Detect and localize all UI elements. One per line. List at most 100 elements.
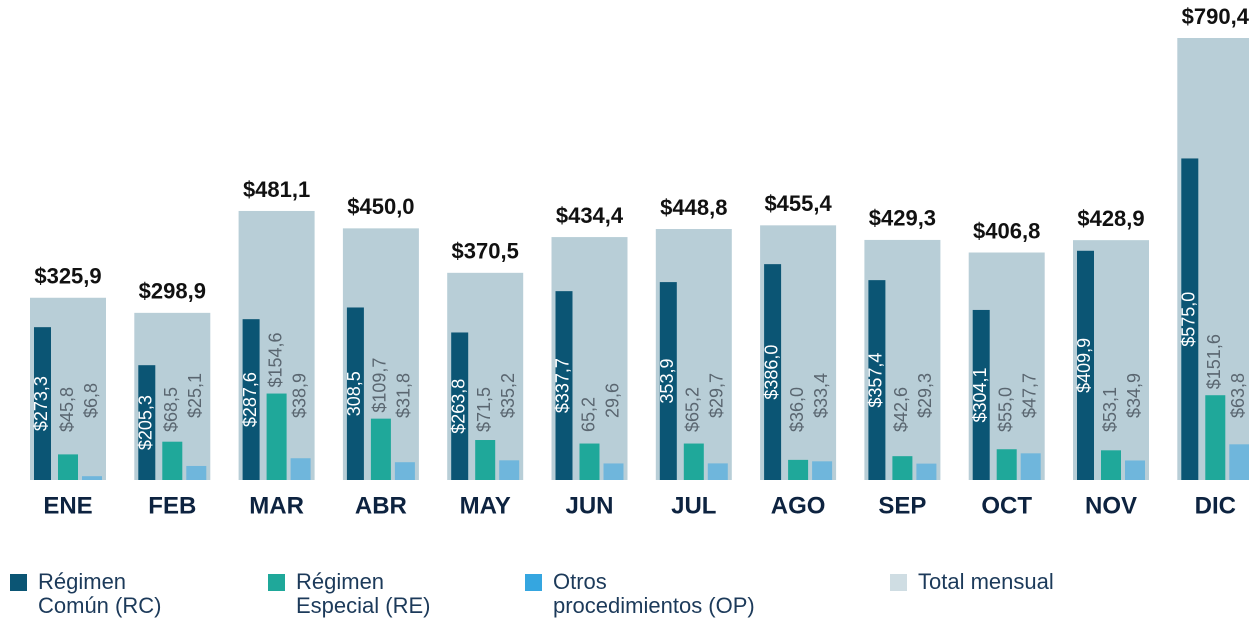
bar [1229, 444, 1249, 480]
legend-label: Régimen Especial (RE) [296, 569, 430, 618]
value-label: $6,8 [81, 383, 101, 418]
total-label: $455,4 [764, 191, 832, 216]
bar [162, 441, 183, 480]
value-label: $45,8 [57, 387, 77, 432]
value-label: 29,6 [602, 383, 622, 418]
value-label: $29,7 [707, 373, 727, 418]
value-label: $409,9 [1074, 338, 1094, 393]
bar [996, 449, 1017, 480]
x-tick-label: SEP [878, 492, 926, 519]
value-label: $273,3 [31, 376, 51, 431]
total-label: $370,5 [452, 239, 519, 264]
legend-swatch [890, 574, 907, 591]
value-label: 308,5 [344, 371, 364, 416]
value-label: $65,2 [683, 387, 703, 432]
bar [1077, 250, 1094, 480]
bar [475, 440, 496, 480]
bar [394, 462, 415, 480]
bar [972, 309, 990, 480]
x-tick-label: ABR [355, 492, 407, 519]
value-label: $287,6 [240, 372, 260, 427]
bar [916, 463, 937, 480]
bar [242, 319, 260, 480]
value-label: $29,3 [915, 373, 935, 418]
bar [1205, 395, 1226, 480]
bar [579, 443, 600, 480]
legend-label: Total mensual [918, 569, 1054, 594]
value-label: $42,6 [891, 387, 911, 432]
x-tick-label: NOV [1085, 492, 1137, 519]
value-label: $31,8 [394, 373, 414, 418]
value-label: $34,9 [1124, 373, 1144, 418]
legend-label: Régimen Común (RC) [38, 569, 161, 618]
total-label: $325,9 [34, 264, 101, 289]
value-label: $386,0 [761, 345, 781, 400]
x-tick-label: MAR [249, 492, 304, 519]
bar [346, 307, 364, 480]
bar [1020, 453, 1041, 480]
bar [1181, 158, 1199, 480]
value-label: $71,5 [474, 387, 494, 432]
bar [892, 456, 913, 480]
value-label: $109,7 [370, 358, 390, 413]
value-label: $337,7 [553, 358, 573, 413]
x-tick-label: DIC [1195, 492, 1236, 519]
value-label: $47,7 [1019, 373, 1039, 418]
bar [34, 327, 51, 480]
value-label: $55,0 [995, 387, 1015, 432]
total-label: $429,3 [869, 206, 936, 231]
total-label: $434,4 [556, 203, 624, 228]
legend-label: Otros procedimientos (OP) [553, 569, 755, 618]
bar [138, 365, 156, 480]
bar [290, 458, 311, 480]
bar [266, 393, 287, 480]
x-tick-label: FEB [148, 492, 196, 519]
x-tick-label: JUN [565, 492, 613, 519]
total-label: $790,4 [1182, 4, 1249, 29]
value-label: $575,0 [1179, 292, 1199, 347]
value-label: $63,8 [1228, 373, 1248, 418]
bar [707, 463, 728, 480]
total-label: $406,8 [973, 218, 1040, 243]
bar [764, 264, 782, 480]
bar [555, 291, 573, 480]
bar [603, 463, 624, 480]
total-label: $450,0 [347, 194, 414, 219]
value-label: $38,9 [289, 373, 309, 418]
value-label: $205,3 [136, 395, 156, 450]
value-label: 65,2 [578, 397, 598, 432]
bar [186, 465, 207, 480]
value-label: $35,2 [498, 373, 518, 418]
value-label: $357,4 [866, 353, 886, 408]
bar [1125, 460, 1145, 480]
legend-swatch [10, 574, 27, 591]
total-label: $428,9 [1077, 206, 1144, 231]
bar [683, 443, 704, 480]
total-label: $448,8 [660, 195, 727, 220]
bar [659, 282, 677, 480]
bar [868, 280, 886, 480]
bar [451, 332, 469, 480]
value-label: $33,4 [811, 373, 831, 418]
x-tick-label: JUL [671, 492, 716, 519]
bar [1101, 450, 1121, 480]
value-label: $263,8 [448, 379, 468, 434]
value-label: $53,1 [1100, 387, 1120, 432]
x-tick-label: AGO [771, 492, 826, 519]
bar [370, 418, 391, 480]
value-label: $36,0 [787, 387, 807, 432]
value-label: $68,5 [161, 387, 181, 432]
bar [82, 476, 102, 480]
legend-swatch [268, 574, 285, 591]
x-tick-label: OCT [981, 492, 1032, 519]
value-label: $25,1 [185, 373, 205, 418]
value-label: $304,1 [970, 367, 990, 422]
value-label: $151,6 [1204, 334, 1224, 389]
bar [812, 461, 833, 480]
bar [499, 460, 520, 480]
total-label: $298,9 [139, 279, 206, 304]
value-label: 353,9 [657, 359, 677, 404]
total-label: $481,1 [243, 177, 310, 202]
